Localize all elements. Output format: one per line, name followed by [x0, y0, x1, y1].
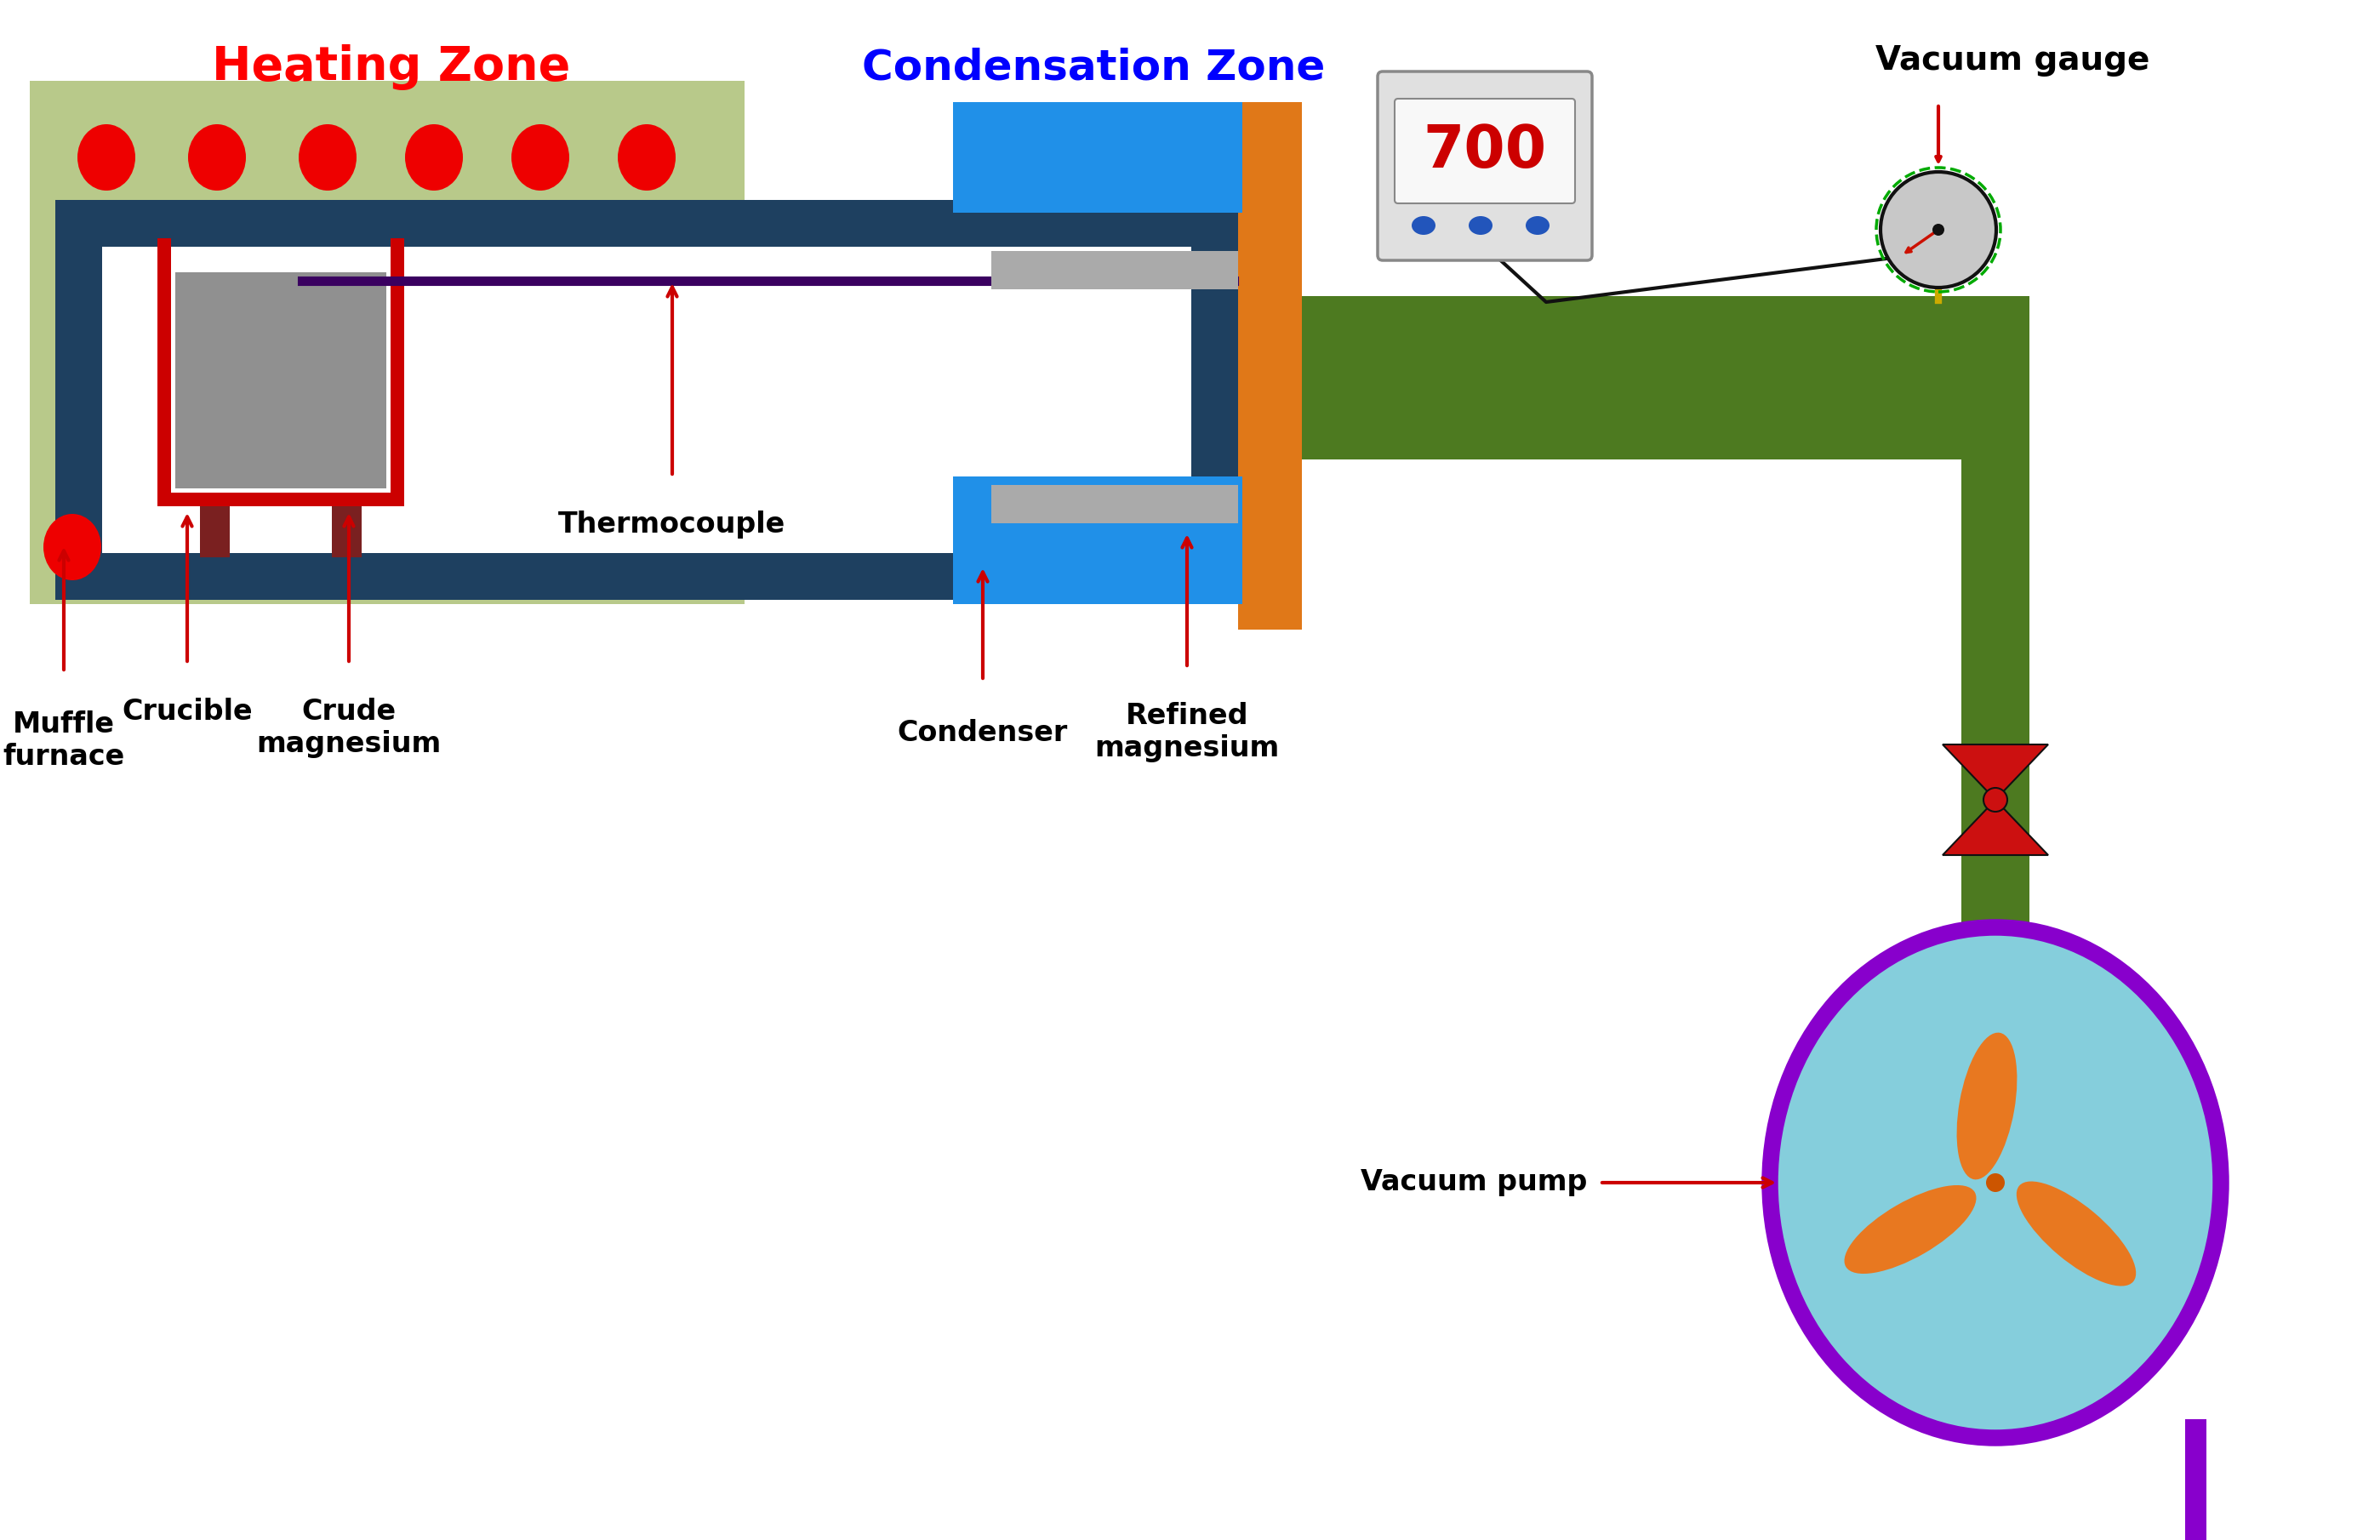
Ellipse shape — [236, 514, 293, 581]
Bar — [176, 273, 386, 488]
FancyBboxPatch shape — [1395, 99, 1576, 203]
Ellipse shape — [1933, 223, 1944, 236]
Ellipse shape — [1468, 216, 1492, 234]
Bar — [992, 485, 1238, 524]
Ellipse shape — [1985, 1173, 2004, 1192]
Ellipse shape — [79, 125, 136, 191]
Bar — [992, 251, 1238, 290]
Bar — [200, 507, 231, 557]
Text: Vacuum pump: Vacuum pump — [1361, 1169, 1587, 1197]
Ellipse shape — [1880, 172, 1997, 288]
Polygon shape — [1942, 799, 2049, 855]
Bar — [1961, 855, 2030, 927]
Ellipse shape — [138, 514, 195, 581]
Bar — [1302, 296, 2030, 459]
Bar — [1238, 102, 1302, 630]
Ellipse shape — [2016, 1181, 2135, 1286]
Bar — [1961, 459, 2030, 744]
Bar — [55, 200, 1238, 601]
Text: Crude
magnesium: Crude magnesium — [257, 698, 440, 758]
Bar — [331, 507, 362, 557]
Ellipse shape — [43, 514, 102, 581]
Ellipse shape — [1771, 927, 2221, 1438]
Polygon shape — [1942, 744, 2049, 799]
Bar — [157, 239, 171, 507]
Bar — [31, 80, 745, 604]
Text: Thermocouple: Thermocouple — [559, 510, 785, 539]
Text: Muffle
furnace: Muffle furnace — [2, 710, 124, 772]
Ellipse shape — [1411, 216, 1435, 234]
Ellipse shape — [512, 125, 569, 191]
Bar — [102, 553, 1192, 601]
Ellipse shape — [1956, 1033, 2016, 1180]
Text: Crucible: Crucible — [121, 698, 252, 725]
Bar — [102, 200, 1192, 246]
Ellipse shape — [188, 125, 245, 191]
Ellipse shape — [298, 125, 357, 191]
Bar — [157, 493, 405, 507]
Text: Condensation Zone: Condensation Zone — [862, 46, 1326, 88]
Ellipse shape — [1983, 788, 2006, 812]
Ellipse shape — [419, 514, 476, 581]
Text: Refined
magnesium: Refined magnesium — [1095, 702, 1280, 762]
Bar — [102, 246, 1192, 553]
Ellipse shape — [405, 125, 462, 191]
Ellipse shape — [1845, 1186, 1975, 1274]
Text: Heating Zone: Heating Zone — [212, 45, 571, 91]
Text: Condenser: Condenser — [897, 719, 1069, 747]
Bar — [952, 102, 1242, 213]
FancyBboxPatch shape — [1378, 71, 1592, 260]
Text: Vacuum gauge: Vacuum gauge — [1875, 45, 2149, 77]
Ellipse shape — [619, 125, 676, 191]
Bar — [1961, 765, 2030, 936]
Text: 700: 700 — [1423, 123, 1547, 180]
Bar — [952, 476, 1242, 604]
Ellipse shape — [324, 514, 383, 581]
Ellipse shape — [1526, 216, 1549, 234]
Bar — [390, 239, 405, 507]
